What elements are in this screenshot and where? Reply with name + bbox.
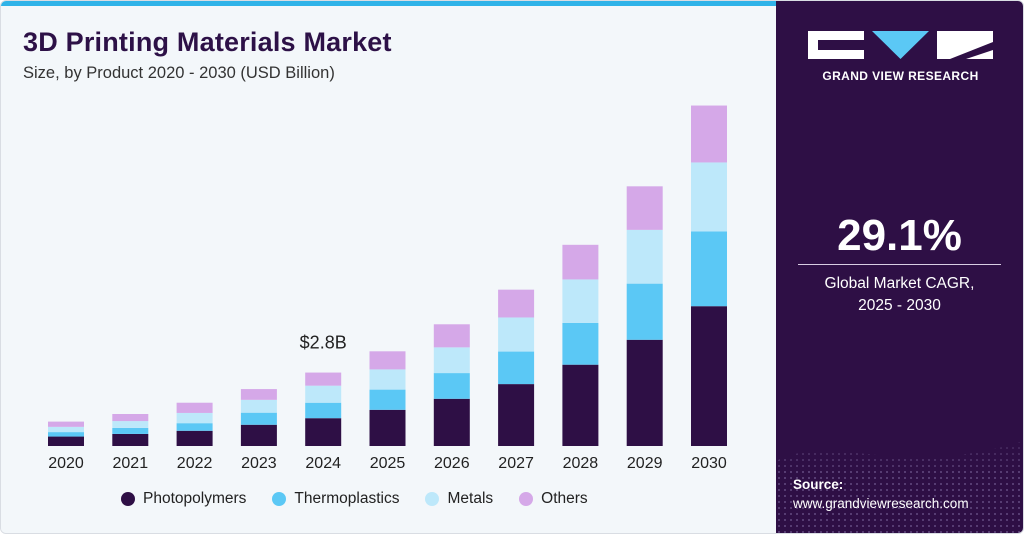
- bar-metals-2025: [369, 369, 406, 390]
- source-url[interactable]: www.grandviewresearch.com: [793, 496, 969, 511]
- source-block: Source: www.grandviewresearch.com: [793, 475, 969, 513]
- legend-item-photopolymers: Photopolymers: [121, 490, 246, 508]
- x-tick-label-2029: 2029: [627, 455, 663, 472]
- bar-photopolymers-2021: [112, 433, 149, 446]
- bar-others-2024: [305, 372, 342, 386]
- bar-metals-2029: [626, 229, 663, 284]
- bar-thermoplastics-2028: [562, 322, 599, 365]
- chart-legend: Photopolymers Thermoplastics Metals Others: [121, 490, 588, 508]
- x-tick-label-2020: 2020: [48, 455, 84, 472]
- bar-metals-2024: [305, 385, 342, 403]
- bar-photopolymers-2023: [240, 424, 277, 446]
- x-tick-label-2027: 2027: [498, 455, 534, 472]
- cagr-divider: [798, 264, 1001, 265]
- x-tick-label-2023: 2023: [241, 455, 277, 472]
- legend-swatch-icon: [121, 492, 135, 506]
- bar-others-2021: [112, 413, 149, 422]
- brand-name: GRAND VIEW RESEARCH: [822, 69, 979, 83]
- bar-photopolymers-2028: [562, 364, 599, 446]
- bar-thermoplastics-2027: [498, 351, 535, 385]
- bar-thermoplastics-2024: [305, 402, 342, 419]
- bar-photopolymers-2022: [176, 430, 213, 446]
- bar-metals-2027: [498, 317, 535, 352]
- bar-metals-2030: [691, 162, 727, 232]
- legend-swatch-icon: [272, 492, 287, 506]
- chart-subtitle: Size, by Product 2020 - 2030 (USD Billio…: [23, 64, 335, 82]
- bar-metals-2023: [240, 399, 277, 413]
- legend-swatch-icon: [519, 492, 534, 506]
- x-tick-label-2026: 2026: [434, 455, 470, 472]
- cagr-value: 29.1%: [837, 211, 962, 260]
- bar-thermoplastics-2029: [626, 283, 663, 340]
- legend-item-thermoplastics: Thermoplastics: [272, 490, 399, 508]
- brand-logo: GRAND VIEW RESEARCH: [808, 29, 993, 83]
- legend-swatch-icon: [425, 492, 440, 506]
- x-tick-label-2028: 2028: [563, 455, 599, 472]
- x-tick-label-2025: 2025: [370, 455, 406, 472]
- accent-bar: [1, 1, 776, 6]
- summary-panel: GRAND VIEW RESEARCH 29.1% Global Market …: [776, 1, 1023, 533]
- bar-photopolymers-2025: [369, 409, 406, 446]
- bar-photopolymers-2029: [626, 339, 663, 446]
- bar-thermoplastics-2021: [112, 427, 149, 434]
- bar-others-2023: [240, 389, 277, 400]
- bar-thermoplastics-2026: [433, 373, 470, 399]
- legend-label: Thermoplastics: [294, 490, 400, 507]
- bar-metals-2026: [433, 347, 470, 374]
- bar-metals-2022: [176, 412, 213, 424]
- bar-others-2028: [562, 244, 599, 280]
- bar-others-2027: [498, 289, 535, 318]
- legend-label: Metals: [447, 490, 494, 507]
- cagr-label-line1: Global Market CAGR,: [824, 275, 975, 292]
- x-tick-label-2024: 2024: [305, 455, 341, 472]
- bar-photopolymers-2024: [305, 418, 342, 446]
- bar-thermoplastics-2025: [369, 389, 406, 410]
- bar-metals-2020: [48, 426, 84, 433]
- cagr-label: Global Market CAGR, 2025 - 2030: [776, 273, 1023, 317]
- bar-thermoplastics-2020: [48, 432, 84, 437]
- wave-pattern: [776, 421, 1023, 533]
- x-tick-label-2022: 2022: [177, 455, 213, 472]
- bar-photopolymers-2027: [498, 384, 535, 446]
- x-tick-label-2021: 2021: [113, 455, 149, 472]
- legend-item-others: Others: [519, 490, 588, 508]
- bar-metals-2021: [112, 421, 149, 428]
- bar-thermoplastics-2022: [176, 423, 213, 431]
- bar-others-2025: [369, 351, 406, 370]
- bar-others-2020: [48, 421, 84, 427]
- bar-photopolymers-2026: [433, 398, 470, 446]
- cagr-label-line2: 2025 - 2030: [858, 297, 941, 314]
- bar-others-2022: [176, 402, 213, 413]
- bar-photopolymers-2020: [48, 436, 84, 446]
- chart-title: 3D Printing Materials Market: [23, 27, 392, 57]
- brand-mark-icon: [808, 31, 993, 59]
- source-title: Source:: [793, 477, 844, 492]
- bar-thermoplastics-2030: [691, 231, 727, 307]
- value-annotation-2024: $2.8B: [300, 333, 347, 353]
- stacked-bar-chart: 2020 2021 2022 2023 2024 2025 2026 2027 2028 2029…: [48, 105, 727, 472]
- legend-label: Photopolymers: [143, 490, 247, 507]
- chart-panel: 3D Printing Materials Market Size, by Pr…: [1, 1, 776, 533]
- bar-others-2029: [626, 186, 663, 230]
- bar-metals-2028: [562, 279, 599, 323]
- bar-others-2026: [433, 324, 470, 348]
- x-tick-label-2030: 2030: [691, 455, 727, 472]
- bar-thermoplastics-2023: [240, 412, 277, 425]
- bar-others-2030: [691, 105, 727, 163]
- legend-item-metals: Metals: [425, 490, 493, 508]
- legend-label: Others: [541, 490, 588, 507]
- bar-photopolymers-2030: [691, 306, 727, 446]
